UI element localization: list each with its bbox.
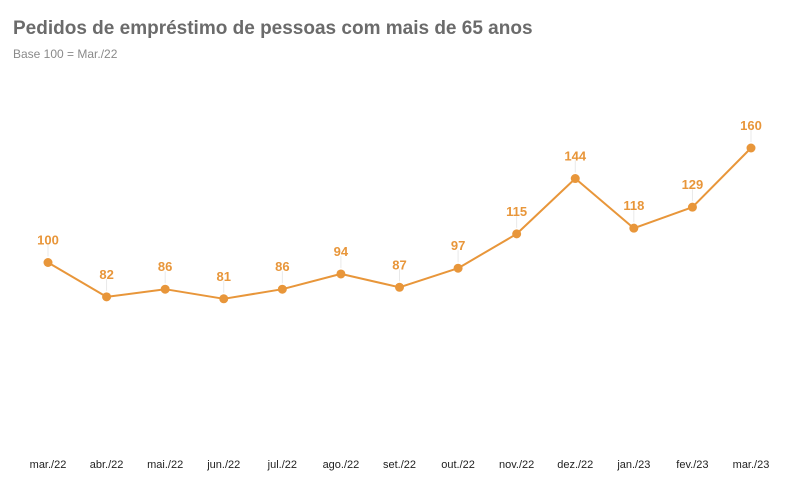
chart-subtitle: Base 100 = Mar./22 [13,47,118,61]
data-point [570,174,580,184]
x-tick-label: jan./23 [616,459,650,471]
data-label: 94 [334,244,349,259]
data-label: 129 [682,177,704,192]
data-label: 115 [506,204,527,219]
x-tick-label: mar./22 [30,459,67,471]
x-tick-label: nov./22 [499,459,534,471]
x-tick-label: abr./22 [90,459,124,471]
data-point [687,202,697,212]
data-label: 86 [275,259,289,274]
x-tick-label: jun./22 [206,459,240,471]
x-tick-label: jul./22 [267,459,297,471]
data-point [43,258,53,267]
data-point [160,284,170,294]
data-label: 86 [158,259,172,274]
data-point [219,294,229,304]
data-point [102,292,112,302]
data-point [277,284,287,294]
data-label: 144 [564,149,586,164]
data-label: 87 [392,257,406,272]
data-label: 97 [451,238,465,253]
x-tick-label: ago./22 [323,459,360,471]
data-point [336,269,346,279]
points-group [43,143,756,304]
leader-lines [47,130,752,293]
x-axis-ticks: mar./22 abr./22 mai./22 jun./22 jul./22 ago./… [30,459,770,471]
data-point [746,143,756,153]
data-label: 118 [623,198,644,213]
data-label: 81 [217,269,231,284]
x-tick-label: dez./22 [557,459,593,471]
x-tick-label: mai./22 [147,459,183,471]
x-tick-label: set./22 [383,459,416,471]
data-point [453,263,463,273]
data-label: 100 [37,233,59,248]
data-point [512,229,522,239]
chart-title: Pedidos de empréstimo de pessoas com mai… [13,18,533,39]
data-label: 82 [99,267,113,282]
data-point [629,223,639,233]
data-label: 160 [740,118,762,133]
x-tick-label: mar./23 [733,459,770,471]
data-labels-group: 100 82 86 81 86 94 87 97 115 144 118 129 160 [37,118,762,284]
data-point [395,282,404,292]
x-tick-label: fev./23 [676,459,708,471]
x-tick-label: out./22 [441,459,475,471]
